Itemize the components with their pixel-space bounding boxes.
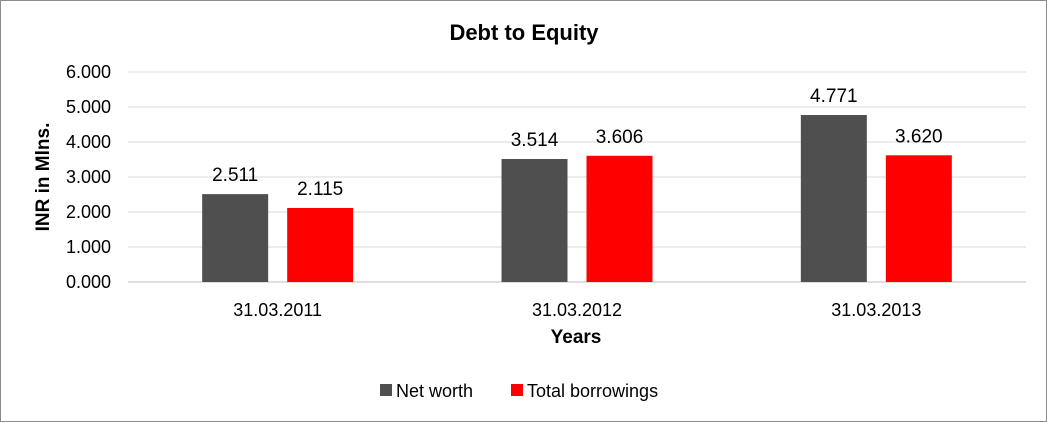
chart-title: Debt to Equity	[449, 20, 599, 45]
y-tick-label: 0.000	[66, 272, 111, 292]
legend-swatch-total-borrowings	[511, 384, 523, 396]
data-label: 3.620	[895, 126, 943, 147]
data-labels: 2.511 2.115 3.514 3.606 4.771 3.620	[212, 86, 943, 200]
data-label: 2.511	[212, 165, 258, 186]
y-tick-label: 5.000	[66, 97, 111, 117]
data-label: 2.115	[297, 179, 343, 200]
x-axis-categories: 31.03.2011 31.03.2012 31.03.2013	[233, 300, 921, 320]
y-tick-label: 3.000	[66, 167, 111, 187]
bar-net-worth	[501, 159, 568, 282]
y-tick-label: 4.000	[66, 132, 111, 152]
x-category-label: 31.03.2013	[831, 300, 921, 320]
bar-total-borrowings	[885, 155, 952, 282]
legend-swatch-net-worth	[380, 384, 392, 396]
x-axis-title: Years	[551, 327, 602, 348]
bar-net-worth	[800, 115, 867, 282]
x-category-label: 31.03.2012	[532, 300, 622, 320]
y-axis-title: INR in Mlns.	[33, 123, 54, 232]
legend-label-total-borrowings: Total borrowings	[527, 381, 658, 401]
y-tick-label: 2.000	[66, 202, 111, 222]
bars	[202, 115, 952, 282]
bar-total-borrowings	[287, 207, 354, 282]
bar-net-worth	[202, 194, 269, 282]
y-tick-label: 6.000	[66, 62, 111, 82]
bar-total-borrowings	[586, 155, 653, 282]
legend: Net worth Total borrowings	[380, 381, 658, 401]
x-category-label: 31.03.2011	[233, 300, 322, 320]
data-label: 4.771	[810, 86, 858, 107]
legend-label-net-worth: Net worth	[396, 381, 473, 401]
y-axis-ticks: 0.000 1.000 2.000 3.000 4.000 5.000 6.000	[66, 62, 111, 292]
gridlines	[128, 71, 1026, 283]
data-label: 3.514	[511, 130, 559, 151]
data-label: 3.606	[596, 127, 644, 148]
y-tick-label: 1.000	[66, 237, 111, 257]
